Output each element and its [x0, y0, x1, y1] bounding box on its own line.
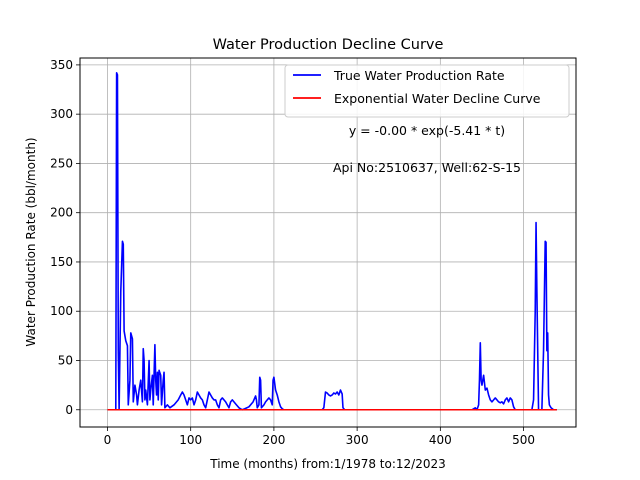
tick-layer: 0 100 200 300 400 500 0 50 100 150 200 250 300 350	[50, 58, 535, 447]
y-tick-label: 150	[50, 255, 73, 269]
y-tick-label: 100	[50, 304, 73, 318]
series-layer	[107, 71, 557, 411]
legend-label-true-rate: True Water Production Rate	[333, 68, 505, 83]
x-tick-label: 200	[262, 433, 285, 447]
y-axis-label: Water Production Rate (bbl/month)	[24, 137, 38, 346]
x-tick-label: 400	[429, 433, 452, 447]
x-axis-label: Time (months) from:1/1978 to:12/2023	[209, 457, 446, 471]
y-tick-label: 0	[65, 403, 73, 417]
y-tick-label: 200	[50, 206, 73, 220]
y-tick-label: 50	[58, 353, 73, 367]
x-tick-label: 0	[104, 433, 112, 447]
well-annotation: Api No:2510637, Well:62-S-15	[333, 160, 521, 175]
y-tick-label: 350	[50, 58, 73, 72]
legend-label-exponential: Exponential Water Decline Curve	[334, 91, 541, 106]
y-tick-label: 250	[50, 156, 73, 170]
legend-box	[284, 64, 570, 118]
x-tick-label: 300	[346, 433, 369, 447]
y-tick-label: 300	[50, 107, 73, 121]
chart-title: Water Production Decline Curve	[213, 37, 444, 53]
x-tick-label: 100	[179, 433, 202, 447]
equation-annotation: y = -0.00 * exp(-5.41 * t)	[349, 123, 505, 138]
plot-frame	[79, 57, 577, 428]
x-tick-label: 500	[512, 433, 535, 447]
legend: True Water Production Rate Exponential W…	[284, 64, 570, 118]
